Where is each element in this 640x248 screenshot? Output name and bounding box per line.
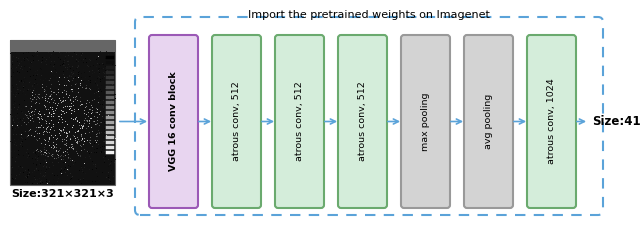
Text: atrous conv, 1024: atrous conv, 1024 xyxy=(547,79,556,164)
FancyBboxPatch shape xyxy=(275,35,324,208)
Text: Import the pretrained weights on Imagenet: Import the pretrained weights on Imagene… xyxy=(248,10,490,20)
FancyBboxPatch shape xyxy=(149,35,198,208)
Text: VGG 16 conv block: VGG 16 conv block xyxy=(169,72,178,171)
Text: Size:321×321×3: Size:321×321×3 xyxy=(11,189,114,199)
FancyBboxPatch shape xyxy=(527,35,576,208)
Text: atrous conv, 512: atrous conv, 512 xyxy=(358,82,367,161)
FancyBboxPatch shape xyxy=(464,35,513,208)
Text: max pooling: max pooling xyxy=(421,92,430,151)
Text: avg pooling: avg pooling xyxy=(484,94,493,149)
FancyBboxPatch shape xyxy=(338,35,387,208)
FancyBboxPatch shape xyxy=(10,40,115,185)
FancyBboxPatch shape xyxy=(401,35,450,208)
FancyBboxPatch shape xyxy=(10,40,115,52)
Text: atrous conv, 512: atrous conv, 512 xyxy=(232,82,241,161)
Text: atrous conv, 512: atrous conv, 512 xyxy=(295,82,304,161)
Text: Size:41×41×1024: Size:41×41×1024 xyxy=(592,115,640,128)
FancyBboxPatch shape xyxy=(212,35,261,208)
